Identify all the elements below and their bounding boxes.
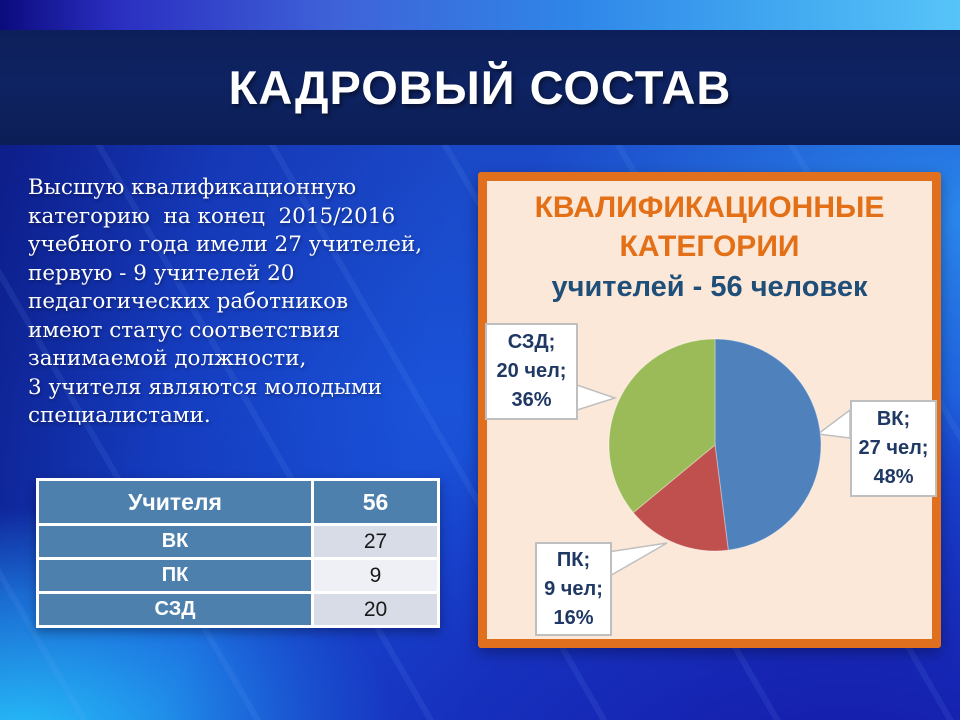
callout-line: ВК; <box>876 408 911 430</box>
title-banner: КАДРОВЫЙ СОСТАВ <box>0 30 960 145</box>
chart-panel: КВАЛИФИКАЦИОННЫЕ КАТЕГОРИИ учителей - 56… <box>478 172 941 648</box>
callout-line: 20 чел; <box>496 360 567 382</box>
top-accent-bar <box>0 0 960 30</box>
callout-line: 36% <box>511 389 552 411</box>
row-value-cell: 20 <box>314 594 437 625</box>
table-header-label: Учителя <box>39 481 312 523</box>
callout-line: 9 чел; <box>544 577 603 600</box>
table-row: ВК 27 <box>39 526 437 557</box>
callout-line: 16% <box>553 606 594 629</box>
body-paragraph: Высшую квалификационную категорию на кон… <box>28 175 423 428</box>
pie-callout-szd: СЗД; 20 чел; 36% <box>485 323 578 420</box>
chart-heading: КВАЛИФИКАЦИОННЫЕ КАТЕГОРИИ учителей - 56… <box>478 188 941 308</box>
row-label-cell: ПК <box>39 560 312 591</box>
table-header-row: Учителя 56 <box>39 481 437 523</box>
row-label-cell: СЗД <box>39 594 312 625</box>
row-label-cell: ВК <box>39 526 312 557</box>
row-value-cell: 9 <box>314 560 437 591</box>
staff-table: Учителя 56 ВК 27 ПК 9 СЗД 20 <box>36 478 440 628</box>
pie-callout-pk: ПК; 9 чел; 16% <box>535 542 612 636</box>
callout-line: ПК; <box>556 548 591 571</box>
chart-subtitle: учителей - 56 человек <box>551 271 868 303</box>
table-row: СЗД 20 <box>39 594 437 625</box>
page-title: КАДРОВЫЙ СОСТАВ <box>228 61 732 114</box>
callout-line: 27 чел; <box>858 437 929 459</box>
callout-line: 48% <box>873 466 914 488</box>
pie-callout-vk: ВК; 27 чел; 48% <box>850 400 937 497</box>
callout-line: СЗД; <box>507 331 556 353</box>
table-row: ПК 9 <box>39 560 437 591</box>
chart-title-line2: КАТЕГОРИИ <box>619 230 800 263</box>
table-header-value: 56 <box>314 481 437 523</box>
chart-title-line1: КВАЛИФИКАЦИОННЫЕ <box>534 191 885 224</box>
row-value-cell: 27 <box>314 526 437 557</box>
